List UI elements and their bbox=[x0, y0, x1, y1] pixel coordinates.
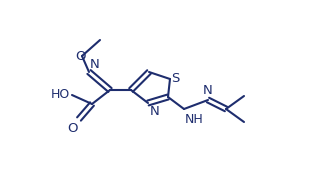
Text: N: N bbox=[150, 105, 160, 118]
Text: O: O bbox=[75, 49, 85, 62]
Text: N: N bbox=[203, 84, 213, 97]
Text: O: O bbox=[68, 122, 78, 135]
Text: NH: NH bbox=[185, 113, 204, 126]
Text: HO: HO bbox=[51, 89, 70, 102]
Text: S: S bbox=[171, 73, 180, 86]
Text: N: N bbox=[90, 58, 100, 71]
